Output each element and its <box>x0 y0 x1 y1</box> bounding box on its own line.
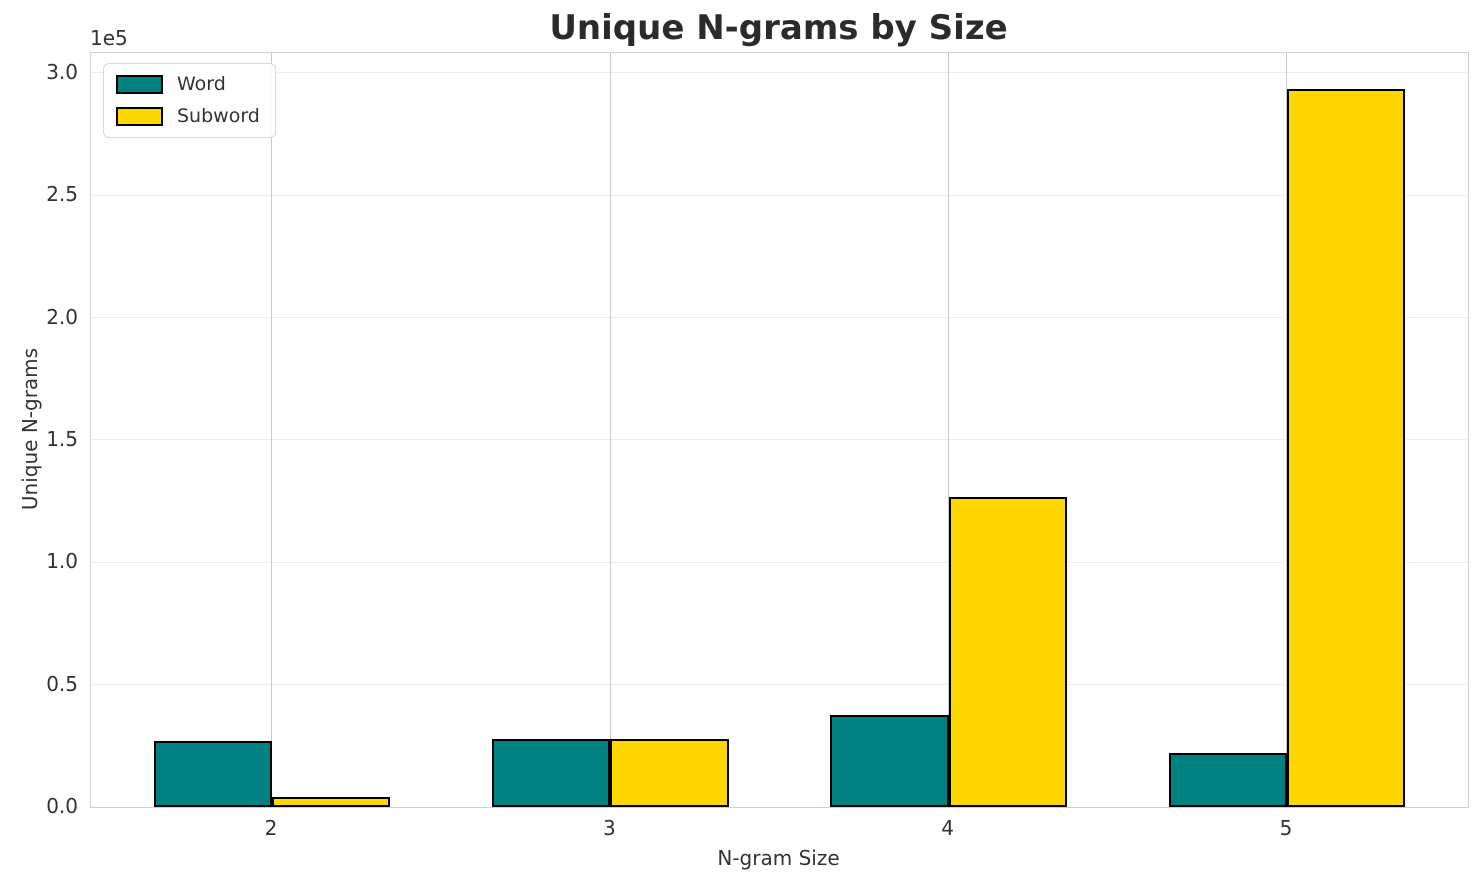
y-tick-label: 3.0 <box>46 60 78 85</box>
legend: Word Subword <box>103 63 276 138</box>
x-axis-label: N-gram Size <box>717 846 840 870</box>
gridline-horizontal <box>91 561 1468 563</box>
y-tick-label: 1.5 <box>46 427 78 452</box>
gridline-vertical <box>271 53 273 807</box>
bar-subword-3 <box>610 738 729 807</box>
gridline-vertical <box>1286 53 1288 807</box>
legend-item: Subword <box>116 105 260 128</box>
bar-subword-4 <box>948 496 1068 807</box>
y-tick-label: 2.0 <box>46 304 78 329</box>
gridline-horizontal <box>91 316 1468 318</box>
gridline-vertical <box>609 53 611 807</box>
legend-swatch-subword <box>116 107 163 126</box>
chart-title: Unique N-grams by Size <box>549 8 1008 48</box>
bar-word-3 <box>491 739 611 807</box>
y-tick-label: 0.0 <box>46 794 78 818</box>
gridline-horizontal <box>91 439 1468 441</box>
x-tick-label: 3 <box>602 816 616 840</box>
y-tick-label: 1.0 <box>46 549 78 574</box>
plot-area: Word Subword <box>90 52 1469 808</box>
gridline-horizontal <box>91 194 1468 196</box>
y-tick-label: 0.5 <box>46 671 78 696</box>
bar-subword-2 <box>272 796 391 807</box>
x-tick-label: 5 <box>1279 816 1293 840</box>
bar-subword-5 <box>1286 88 1406 807</box>
legend-swatch-word <box>116 75 163 94</box>
bar-word-5 <box>1168 752 1287 807</box>
gridline-vertical <box>947 53 949 807</box>
legend-label: Subword <box>177 105 260 127</box>
legend-item: Word <box>116 73 260 96</box>
gridline-horizontal <box>91 683 1468 685</box>
x-tick-label: 4 <box>941 816 955 840</box>
bar-word-4 <box>830 714 949 807</box>
gridline-horizontal <box>91 72 1468 74</box>
y-tick-label: 2.5 <box>46 182 78 207</box>
legend-label: Word <box>177 73 226 95</box>
x-tick-label: 2 <box>264 816 278 840</box>
y-axis-offset-label: 1e5 <box>90 26 128 50</box>
bar-word-2 <box>153 740 272 807</box>
y-axis-label: Unique N-grams <box>18 347 42 511</box>
